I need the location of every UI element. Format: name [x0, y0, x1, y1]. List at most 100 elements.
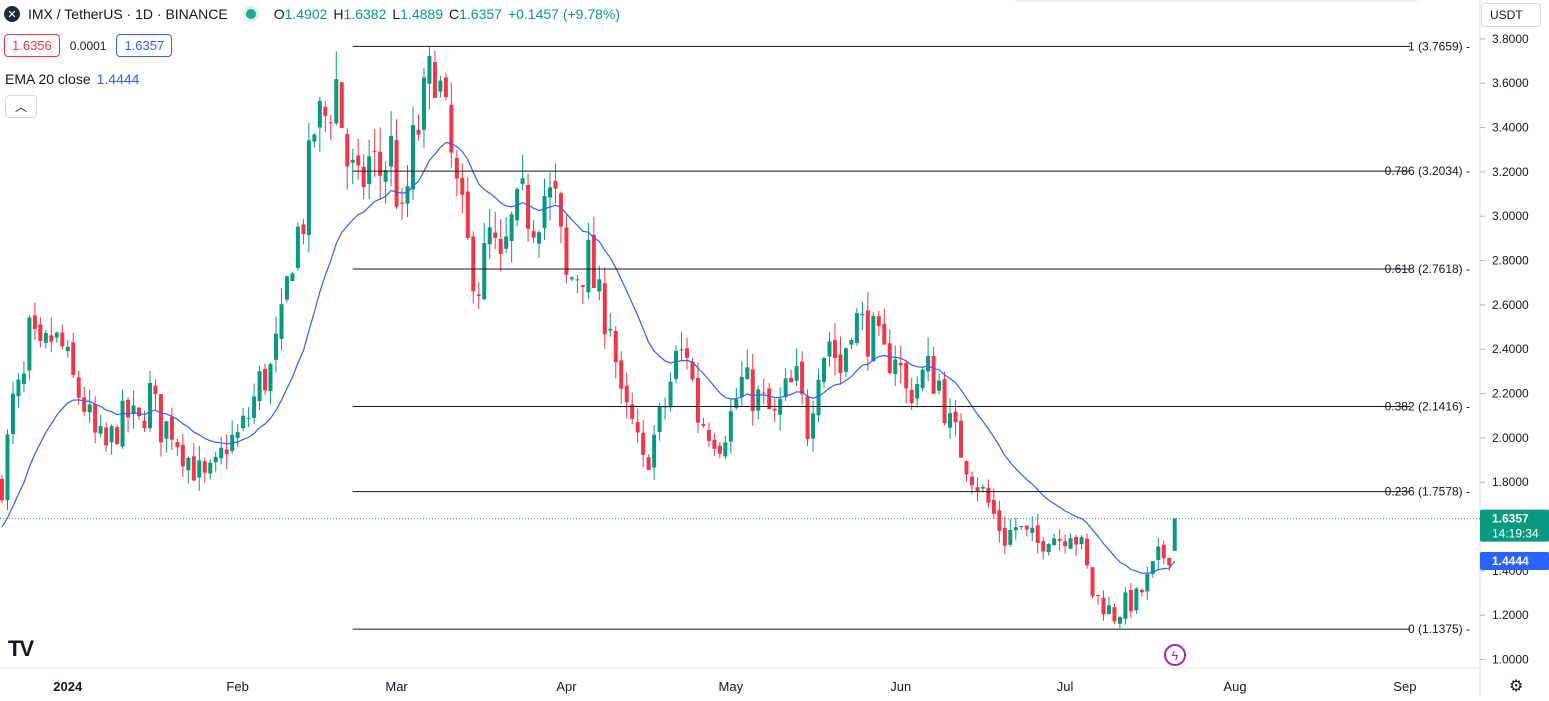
x-tick-label: May [719, 679, 744, 694]
candle-body [695, 377, 700, 423]
candle-body [624, 385, 629, 403]
collapse-legend-button[interactable]: ︿ [5, 95, 37, 118]
candle-body [274, 333, 278, 360]
candle-body [827, 341, 832, 357]
candle-body [504, 236, 509, 249]
candle-body [284, 276, 289, 300]
candle-body [454, 158, 459, 179]
x-tick-label: Sep [1393, 679, 1416, 694]
candle-body [1057, 538, 1062, 541]
candle-body [953, 411, 958, 423]
candle-body [1156, 546, 1161, 560]
ohlc-open: O1.4902 [274, 6, 328, 22]
candle-body [432, 62, 437, 98]
candle-body [893, 359, 898, 374]
candle-body [843, 348, 848, 372]
y-tick-label: 3.2000 [1492, 165, 1529, 179]
candle-body [964, 461, 969, 475]
last-price-tag [1480, 509, 1549, 542]
sell-price-button[interactable]: 1.6356 [4, 34, 60, 57]
candle-body [646, 457, 651, 470]
candle-body [1068, 538, 1073, 549]
buy-price-button[interactable]: 1.6357 [116, 34, 173, 57]
x-tick-label: 2024 [53, 679, 83, 694]
candle-body [317, 100, 322, 128]
candle-body [21, 373, 26, 385]
low-value: 1.4889 [400, 6, 443, 22]
candle-body [1106, 605, 1111, 615]
fib-level-label: 0.382 (2.1416) - [1385, 399, 1470, 413]
candle-body [652, 434, 657, 468]
candle-body [158, 394, 163, 443]
y-tick-label: 2.2000 [1492, 387, 1529, 401]
candle-body [948, 413, 953, 428]
market-status-dot[interactable] [245, 9, 256, 19]
candle-body [991, 499, 996, 514]
candle-body [531, 231, 536, 238]
low-label: L [392, 6, 401, 22]
candle-body [690, 361, 695, 380]
candle-body [898, 362, 903, 366]
fib-level-label: 1 (3.7659) - [1408, 39, 1470, 53]
symbol-title[interactable]: IMX / TetherUS · 1D · BINANCE [28, 6, 228, 22]
candle-body [816, 379, 821, 416]
candle-body [767, 388, 772, 409]
candle-body [246, 417, 251, 419]
tradingview-logo-icon[interactable]: TV [8, 636, 34, 662]
candle-body [668, 381, 673, 408]
candle-body [1046, 543, 1051, 552]
candle-body [301, 224, 306, 235]
open-label: O [273, 6, 285, 22]
candle-body [750, 369, 755, 411]
candle-body [608, 328, 613, 331]
candle-body [345, 134, 350, 167]
candle-body [975, 487, 980, 492]
candle-body [1041, 541, 1046, 552]
y-tick-label: 2.8000 [1492, 254, 1529, 268]
candle-body [613, 330, 618, 363]
candle-body [142, 420, 147, 429]
candle-body [268, 364, 273, 392]
candle-body [323, 106, 328, 116]
candle-body [997, 510, 1002, 532]
ema-price-tag [1480, 552, 1549, 571]
candle-body [871, 315, 876, 362]
candle-body [115, 426, 120, 445]
currency-selector[interactable]: USDT [1481, 3, 1541, 27]
top-toolbar-hint [1015, 0, 1420, 2]
fib-level-label: 0.236 (1.7578) - [1385, 485, 1470, 499]
candle-body [208, 462, 213, 474]
candle-body [537, 232, 542, 244]
candle-body [71, 342, 76, 376]
candle-body [734, 399, 739, 408]
gear-icon[interactable]: ⚙ [1509, 678, 1524, 695]
y-tick-label: 3.4000 [1492, 121, 1529, 135]
candle-body [849, 339, 854, 345]
indicator-legend[interactable]: EMA 20 close 1.4444 [5, 71, 139, 87]
candle-body [772, 408, 777, 411]
candle-body [394, 139, 399, 207]
candle-body [1013, 527, 1018, 531]
flash-icon[interactable]: ϟ [1164, 644, 1186, 666]
candle-body [49, 335, 54, 342]
candle-body [548, 187, 552, 198]
candle-body [800, 361, 805, 395]
candle-body [1134, 588, 1139, 611]
candle-body [421, 77, 426, 130]
candle-body [580, 285, 585, 287]
spread-value: 0.0001 [69, 38, 107, 53]
candle-body [865, 310, 870, 357]
candle-body [147, 382, 152, 429]
candle-body [1161, 544, 1166, 559]
candles-group [0, 47, 1177, 629]
candle-body [728, 411, 733, 442]
candle-body [1002, 527, 1007, 546]
candle-body [164, 421, 169, 439]
fib-level-label: 0.618 (2.7618) - [1385, 262, 1470, 276]
candle-body [1096, 595, 1100, 597]
ema-label: EMA 20 close [5, 71, 91, 87]
ohlc-high: H1.6382 [333, 6, 386, 22]
candle-body [339, 82, 344, 128]
